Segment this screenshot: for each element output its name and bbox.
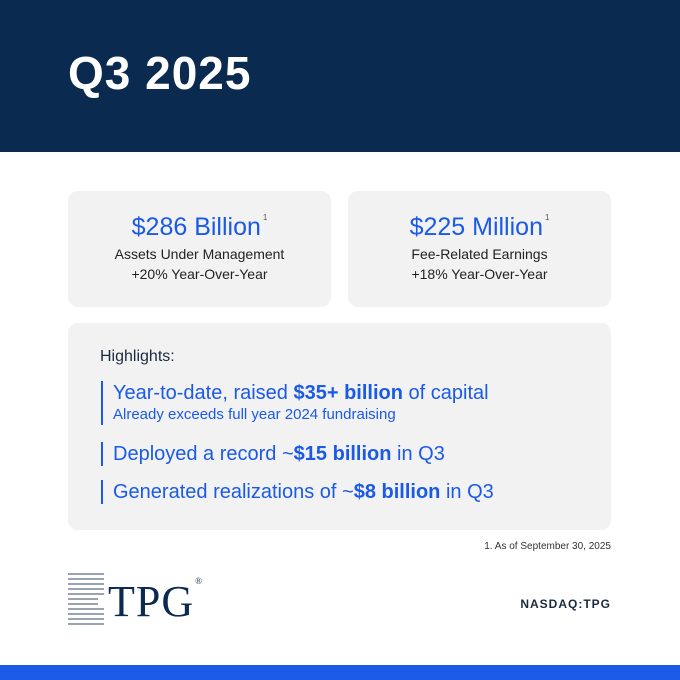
text: Deployed a record ~ <box>113 443 294 465</box>
logo-mark <box>68 573 104 625</box>
highlight: Generated realizations of ~$8 billion in… <box>101 480 494 504</box>
text: of capital <box>402 382 489 404</box>
metric: $225 Million 1 <box>348 213 611 242</box>
highlight-sub: Already exceeds full year 2024 fundraisi… <box>113 406 396 423</box>
emphasis: $35+ billion <box>293 382 403 404</box>
highlights: Highlights: Year-to-date, raised $35+ bi… <box>68 323 611 530</box>
highlight: Deployed a record ~$15 billion in Q3 <box>101 442 445 466</box>
metric-label: Assets Under Management <box>114 246 285 262</box>
highlight-text: Deployed a record ~$15 billion in Q3 <box>113 442 445 466</box>
highlights-title: Highlights: <box>100 348 175 365</box>
emphasis: $15 billion <box>293 443 392 465</box>
emphasis: $8 billion <box>353 481 441 503</box>
metric-value: $225 Million <box>409 213 543 241</box>
footnote-ref: 1 <box>544 213 550 222</box>
metric-card: $286 Billion 1 Assets Under Management +2… <box>68 191 331 307</box>
highlight: Year-to-date, raised $35+ billion of cap… <box>101 381 489 425</box>
metric: $286 Billion 1 <box>68 213 331 242</box>
title: Q3 2025 <box>68 47 252 99</box>
footer-strip <box>0 665 680 680</box>
text: in Q3 <box>440 481 494 503</box>
metric-change: +18% Year-Over-Year <box>411 266 548 282</box>
highlight-text: Year-to-date, raised $35+ billion of cap… <box>113 381 489 405</box>
highlight-text: Generated realizations of ~$8 billion in… <box>113 480 494 504</box>
metric-label: Fee-Related Earnings <box>411 246 548 262</box>
logo-mark-symbol: ® <box>195 576 203 586</box>
metric-value: $286 Billion <box>131 213 261 241</box>
text: in Q3 <box>391 443 445 465</box>
logo: TPG® <box>108 576 203 627</box>
footnote-ref: 1 <box>262 213 268 222</box>
metric-card: $225 Million 1 Fee-Related Earnings +18% … <box>348 191 611 307</box>
footnote: 1. As of September 30, 2025 <box>484 541 611 552</box>
text: Year-to-date, raised <box>113 382 294 404</box>
text: Generated realizations of ~ <box>113 481 354 503</box>
header: Q3 2025 <box>0 0 680 152</box>
metric-change: +20% Year-Over-Year <box>131 266 268 282</box>
logo-text: TPG <box>108 577 195 626</box>
ticker: NASDAQ:TPG <box>520 597 611 611</box>
